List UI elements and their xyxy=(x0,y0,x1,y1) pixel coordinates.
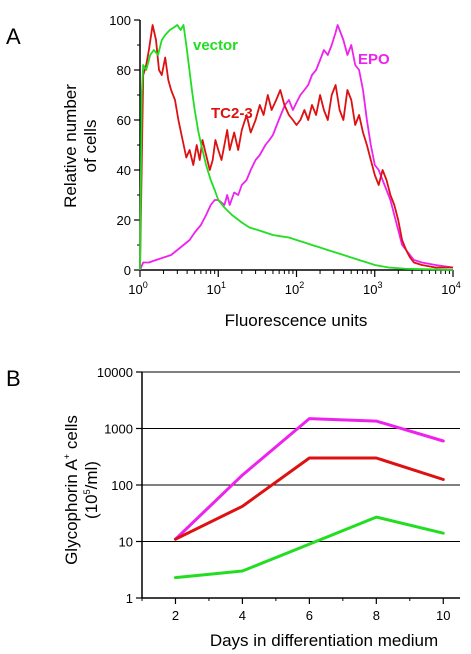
panel-b-y-tick-label: 10 xyxy=(119,535,133,550)
panel-a-x-tick-label: 104 xyxy=(441,280,460,297)
panel-b-ylabel-text: Glycophorin A xyxy=(62,458,81,564)
panel-a-label-vector: vector xyxy=(193,37,238,54)
panel-b-yunit-base: (10 xyxy=(82,494,101,519)
panel-a-xlabel: Fluorescence units xyxy=(225,311,368,330)
panel-b-ylabel: Glycophorin A+ cells (105/ml) xyxy=(62,415,101,565)
panel-letter-a: A xyxy=(6,24,21,49)
panel-a-ylabel: Relative number of cells xyxy=(61,84,100,208)
panel-a-x-tick-label: 102 xyxy=(285,280,304,297)
panel-a-label-epo: EPO xyxy=(358,51,390,68)
panel-b-y-tick-label: 1 xyxy=(126,591,133,606)
panel-b-ylabel-line1: Glycophorin A+ cells xyxy=(62,415,81,565)
panel-a-x-tick-label: 100 xyxy=(128,280,147,297)
panel-b-x-tick-label: 8 xyxy=(373,608,380,623)
panel-a-y-tick-label: 0 xyxy=(124,263,131,278)
panel-a-label-tc2-3: TC2-3 xyxy=(211,105,253,122)
panel-b-ylabel-suffix: cells xyxy=(62,415,81,454)
panel-b-y-tick-label: 10000 xyxy=(97,365,133,380)
panel-b-xlabel: Days in differentiation medium xyxy=(210,631,438,650)
panel-b-series-line-3 xyxy=(174,515,445,580)
panel-a-ylabel-line1: Relative number xyxy=(61,84,80,208)
panel-b-ylabel-sup: + xyxy=(62,454,72,459)
panel-b-plot: 1 10 100 1000 10000 2 4 6 8 10 xyxy=(97,365,460,623)
panel-a-series-epo xyxy=(139,24,454,271)
panel-a-plot: 0 20 40 60 80 100 100 101 102 103 104 vector TC2-3 EP… xyxy=(109,13,460,297)
panel-b-x-tick-label: 2 xyxy=(172,608,179,623)
panel-a-x-tick-label: 103 xyxy=(363,280,382,297)
panel-a-y-tick-label: 80 xyxy=(117,63,131,78)
panel-b-y-tick-label: 1000 xyxy=(104,422,133,437)
panel-a-y-tick-label: 20 xyxy=(117,213,131,228)
panel-a-y-tick-label: 100 xyxy=(109,13,131,28)
panel-b-series-line-2 xyxy=(174,456,445,541)
panel-a-series-vector xyxy=(139,24,454,271)
panel-a-y-tick-label: 60 xyxy=(117,113,131,128)
panel-b-yunit-sup: 5 xyxy=(82,489,92,494)
panel-b-x-tick-label: 4 xyxy=(239,608,246,623)
panel-a-series-tc2-3 xyxy=(139,24,453,271)
panel-b-x-tick-label: 6 xyxy=(306,608,313,623)
panel-b-x-tick-label: 10 xyxy=(436,608,450,623)
panel-b-y-tick-label: 100 xyxy=(111,478,133,493)
panel-letter-b: B xyxy=(6,366,21,391)
panel-a-ylabel-line2: of cells xyxy=(81,120,100,173)
panel-b-ylabel-line2: (105/ml) xyxy=(82,461,101,519)
panel-a-x-tick-label: 101 xyxy=(207,280,226,297)
panel-a-y-tick-label: 40 xyxy=(117,163,131,178)
panel-b-yunit-suffix: /ml) xyxy=(82,461,101,489)
panel-b-series-line-1 xyxy=(174,417,445,541)
